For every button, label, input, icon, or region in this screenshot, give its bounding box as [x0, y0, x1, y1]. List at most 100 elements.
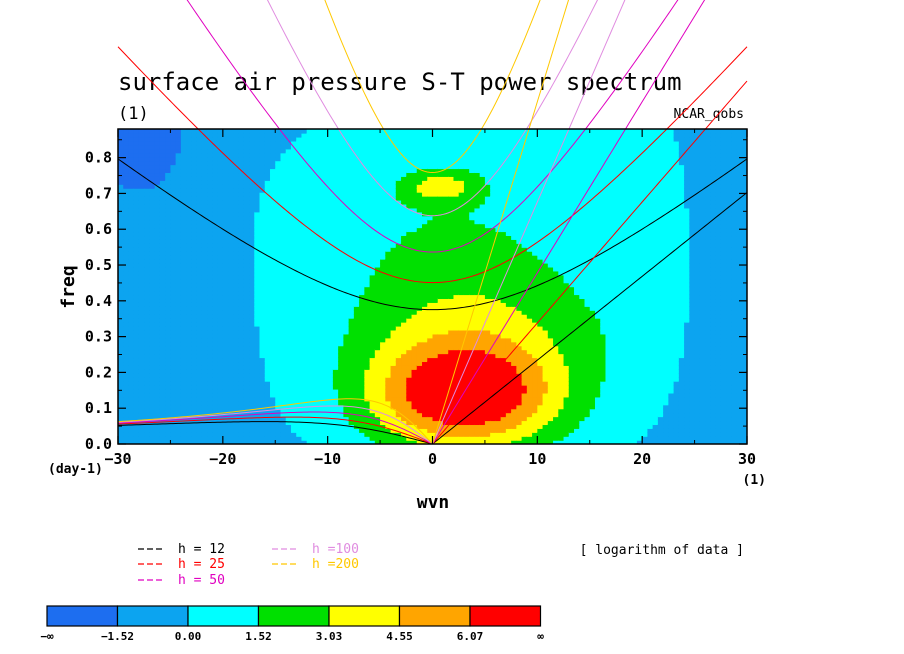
field-cell	[138, 321, 145, 327]
field-cell	[374, 369, 381, 374]
field-cell	[311, 314, 318, 319]
field-cell	[285, 160, 292, 166]
field-cell	[380, 341, 387, 347]
field-cell	[311, 302, 318, 307]
field-cell	[159, 129, 166, 134]
field-cell	[374, 290, 381, 296]
field-cell	[270, 270, 276, 276]
field-cell	[437, 392, 444, 398]
field-cell	[217, 365, 224, 370]
field-cell	[290, 180, 297, 185]
field-cell	[327, 274, 334, 280]
field-cell	[411, 388, 418, 394]
field-cell	[170, 176, 177, 181]
field-cell	[159, 255, 166, 260]
field-cell	[285, 255, 292, 260]
field-cell	[180, 345, 187, 351]
field-cell	[217, 353, 224, 359]
field-cell	[212, 278, 219, 284]
field-cell	[322, 333, 329, 339]
field-cell	[149, 357, 156, 363]
field-cell	[317, 290, 324, 296]
field-cell	[123, 357, 130, 363]
field-cell	[359, 369, 366, 374]
field-cell	[243, 333, 250, 339]
field-cell	[275, 211, 282, 217]
field-cell	[422, 424, 428, 429]
field-cell	[159, 392, 166, 398]
field-cell	[395, 306, 402, 311]
field-cell	[332, 412, 339, 418]
field-cell	[322, 420, 329, 426]
field-cell	[311, 353, 318, 359]
field-cell	[170, 184, 177, 189]
field-cell	[422, 432, 428, 437]
field-cell	[359, 152, 366, 158]
field-cell	[243, 400, 250, 406]
field-cell	[128, 140, 135, 146]
field-cell	[180, 168, 187, 174]
field-cell	[238, 396, 245, 402]
field-cell	[238, 388, 245, 394]
field-cell	[207, 227, 214, 233]
field-cell	[411, 274, 418, 280]
field-cell	[343, 333, 350, 339]
field-cell	[395, 168, 402, 174]
field-cell	[138, 258, 145, 264]
field-cell	[217, 400, 224, 406]
field-cell	[364, 129, 371, 134]
field-cell	[437, 388, 444, 394]
field-cell	[422, 369, 428, 374]
field-cell	[311, 349, 318, 355]
field-cell	[259, 369, 266, 374]
field-cell	[249, 203, 255, 209]
field-cell	[191, 176, 198, 181]
field-cell	[191, 282, 198, 288]
field-cell	[364, 384, 371, 390]
field-cell	[343, 247, 350, 252]
field-cell	[159, 132, 166, 138]
field-cell	[348, 207, 355, 213]
field-cell	[159, 199, 166, 205]
field-cell	[222, 192, 229, 197]
field-cell	[165, 176, 172, 181]
field-cell	[133, 310, 140, 315]
field-cell	[364, 298, 371, 303]
field-cell	[138, 140, 145, 146]
field-cell	[212, 290, 219, 296]
field-cell	[159, 219, 166, 225]
field-cell	[233, 247, 240, 252]
field-cell	[422, 195, 428, 201]
field-cell	[416, 156, 423, 162]
field-cell	[343, 172, 350, 177]
field-cell	[170, 302, 177, 307]
field-cell	[270, 184, 276, 189]
field-cell	[311, 436, 318, 441]
field-cell	[427, 274, 434, 280]
field-cell	[275, 294, 282, 300]
field-cell	[322, 156, 329, 162]
field-cell	[233, 388, 240, 394]
field-cell	[427, 140, 434, 146]
field-cell	[254, 420, 261, 426]
field-cell	[159, 262, 166, 268]
field-cell	[212, 302, 219, 307]
field-cell	[338, 136, 345, 142]
field-cell	[338, 247, 345, 252]
field-cell	[422, 266, 428, 272]
field-cell	[170, 290, 177, 296]
field-cell	[165, 294, 172, 300]
field-cell	[128, 164, 135, 170]
field-cell	[280, 381, 287, 386]
field-cell	[317, 381, 324, 386]
field-cell	[338, 243, 345, 248]
field-cell	[311, 219, 318, 225]
field-cell	[186, 329, 193, 335]
field-cell	[133, 325, 140, 331]
field-cell	[338, 388, 345, 394]
field-cell	[338, 436, 345, 441]
field-cell	[270, 440, 276, 444]
field-cell	[380, 172, 387, 177]
field-cell	[186, 156, 193, 162]
field-cell	[233, 440, 240, 444]
